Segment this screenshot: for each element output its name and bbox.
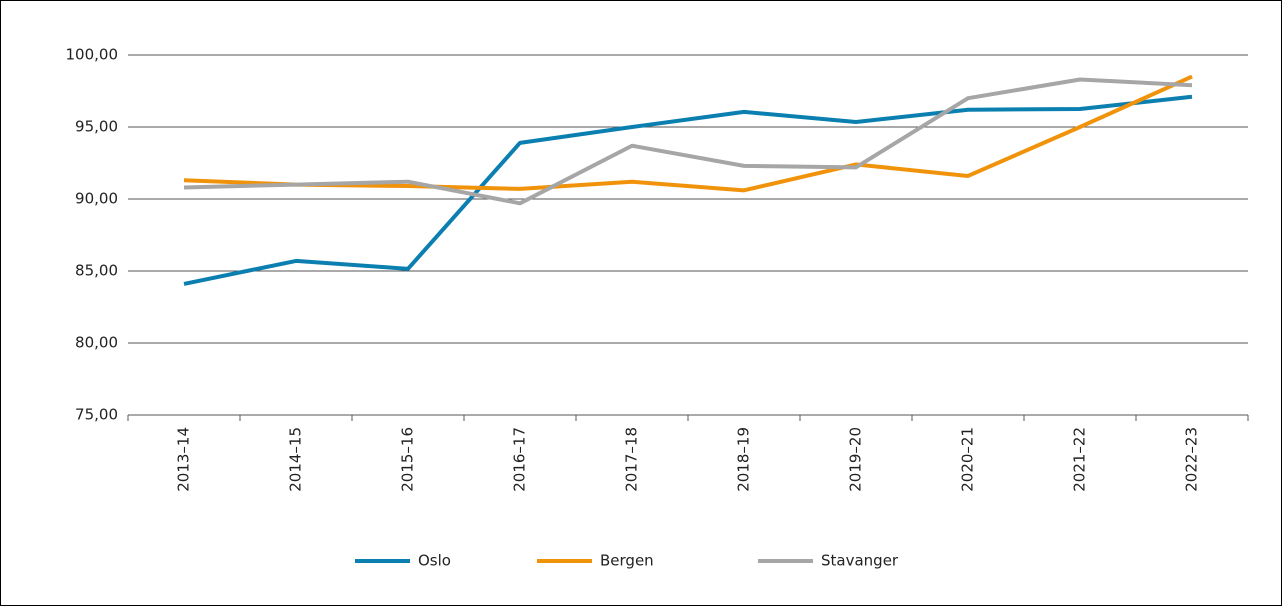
y-tick-label: 100,00	[66, 46, 119, 64]
x-tick-label: 2013–14	[175, 427, 193, 492]
x-tick-label: 2016–17	[511, 427, 529, 492]
x-tick-label: 2015–16	[399, 427, 417, 492]
y-tick-label: 90,00	[75, 190, 118, 208]
y-tick-label: 80,00	[75, 334, 118, 352]
x-tick-label: 2020–21	[959, 427, 977, 492]
legend-label: Bergen	[600, 552, 654, 570]
x-tick-label: 2014–15	[287, 427, 305, 492]
x-tick-label: 2018–19	[735, 427, 753, 492]
y-tick-label: 75,00	[75, 406, 118, 424]
series-line	[183, 77, 1193, 206]
y-tick-label: 85,00	[75, 262, 118, 280]
x-tick-label: 2017–18	[623, 427, 641, 492]
x-tick-label: 2022–23	[1183, 427, 1201, 492]
series-line	[183, 74, 1193, 193]
legend-label: Stavanger	[821, 552, 899, 570]
x-tick-label: 2021–22	[1071, 427, 1089, 492]
legend-label: Oslo	[418, 552, 451, 570]
y-tick-label: 95,00	[75, 118, 118, 136]
series-line	[183, 94, 1193, 286]
x-tick-label: 2019–20	[847, 427, 865, 492]
